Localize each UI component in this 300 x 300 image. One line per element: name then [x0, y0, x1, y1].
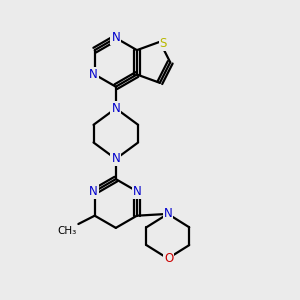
Text: N: N	[89, 185, 98, 198]
Text: N: N	[133, 185, 142, 198]
Text: N: N	[111, 152, 120, 165]
Text: N: N	[111, 102, 120, 115]
Text: S: S	[160, 37, 167, 50]
Text: N: N	[111, 32, 120, 44]
Text: N: N	[89, 68, 98, 81]
Text: O: O	[164, 252, 173, 265]
Text: CH₃: CH₃	[58, 226, 77, 236]
Text: N: N	[164, 207, 172, 220]
